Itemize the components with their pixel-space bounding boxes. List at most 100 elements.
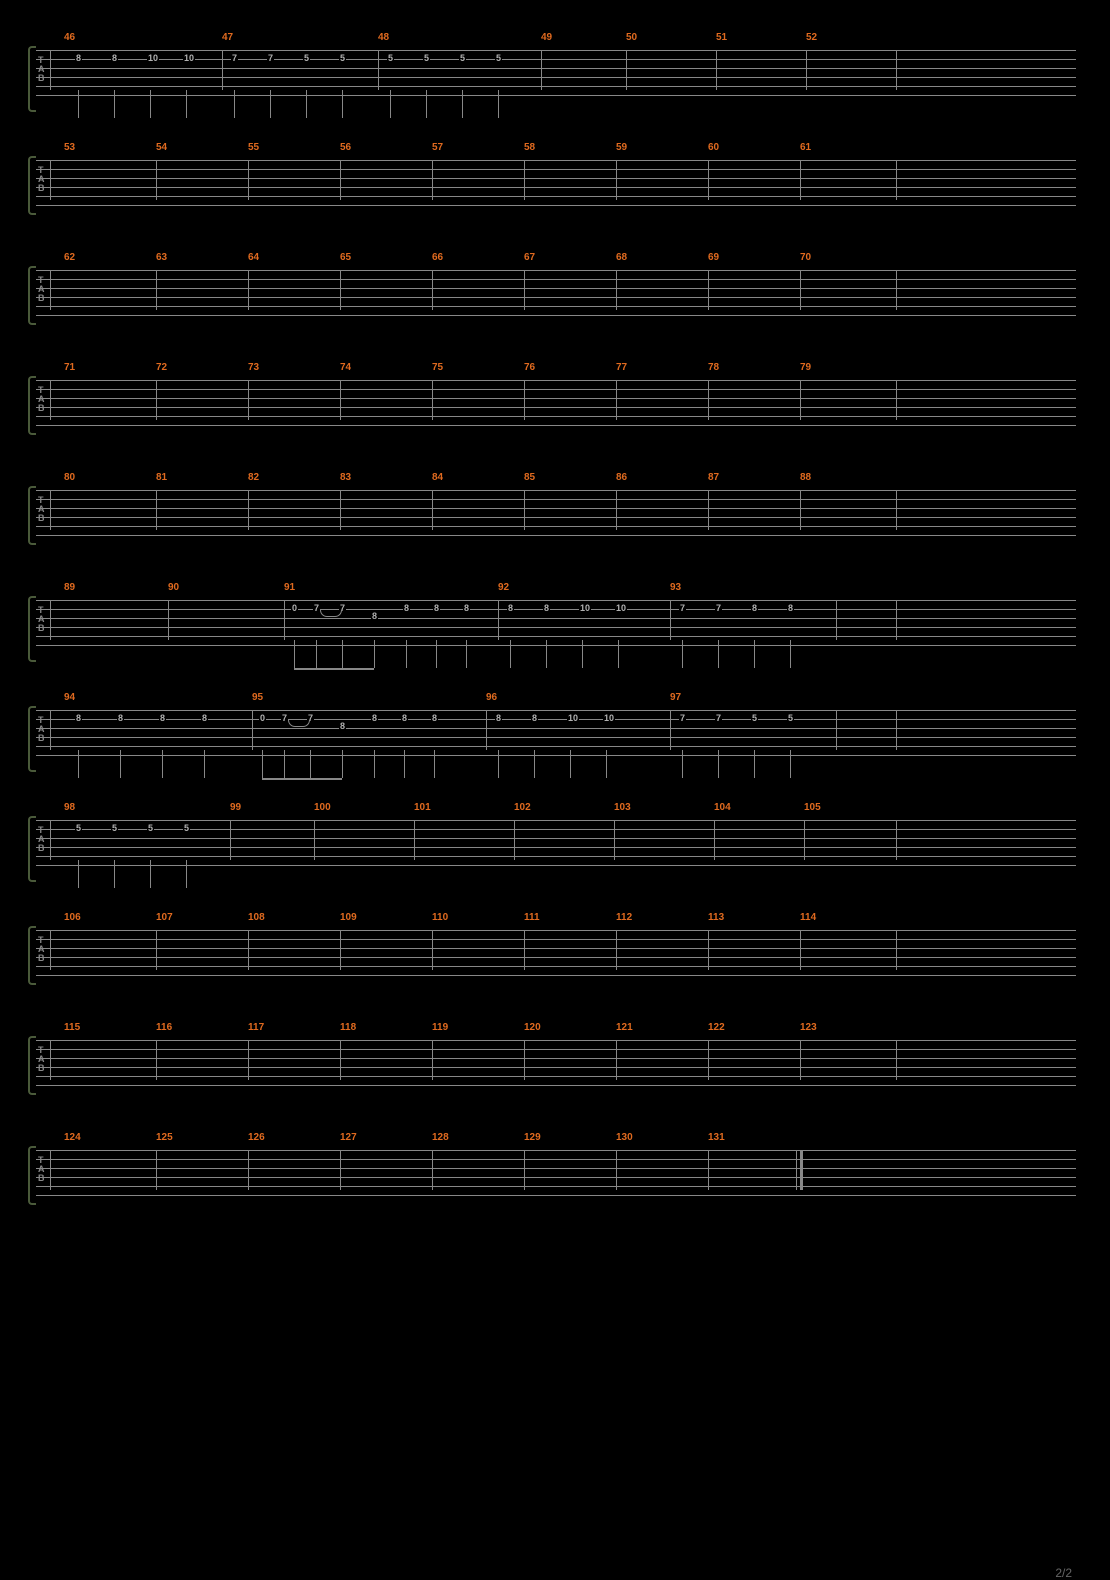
barline — [486, 710, 487, 750]
fret-number: 10 — [615, 603, 627, 613]
note-stem — [754, 750, 755, 778]
tab-clef-label: TAB — [38, 716, 45, 743]
measure-number: 110 — [432, 912, 448, 923]
measure-number: 114 — [800, 912, 816, 923]
note-stem — [204, 750, 205, 778]
note-stem — [606, 750, 607, 778]
fret-number: 7 — [715, 713, 722, 723]
barline — [50, 380, 51, 420]
tab-clef-label: TAB — [38, 1156, 45, 1183]
measure-number: 117 — [248, 1022, 264, 1033]
barline — [340, 1150, 341, 1190]
measure-number: 101 — [414, 802, 431, 813]
note-stem — [718, 750, 719, 778]
barline — [432, 1040, 433, 1080]
fret-number: 5 — [423, 53, 430, 63]
fret-number: 8 — [111, 53, 118, 63]
fret-number: 7 — [679, 603, 686, 613]
tab-clef-label: TAB — [38, 166, 45, 193]
barline — [230, 820, 231, 860]
system-bracket-icon — [28, 926, 36, 985]
barline — [252, 710, 253, 750]
measure-number: 69 — [708, 252, 719, 263]
barline — [340, 1040, 341, 1080]
barline — [708, 490, 709, 530]
barline — [156, 930, 157, 970]
measure-number: 77 — [616, 362, 627, 373]
measure-number: 80 — [64, 472, 75, 483]
note-stem — [270, 90, 271, 118]
fret-number: 5 — [111, 823, 118, 833]
fret-number: 5 — [303, 53, 310, 63]
tab-system: TAB106107108109110111112113114 — [36, 914, 1076, 996]
note-stem — [342, 750, 343, 778]
barline — [800, 930, 801, 970]
note-stem — [374, 750, 375, 778]
note-stem — [436, 640, 437, 668]
final-barline-icon — [800, 1150, 802, 1190]
staff-lines — [36, 600, 1076, 646]
barline — [50, 820, 51, 860]
fret-number: 5 — [387, 53, 394, 63]
system-bracket-icon — [28, 46, 36, 112]
barline — [896, 710, 897, 750]
fret-number: 8 — [75, 713, 82, 723]
barline — [800, 160, 801, 200]
staff-lines — [36, 490, 1076, 536]
measure-number: 118 — [340, 1022, 356, 1033]
note-stem — [78, 90, 79, 118]
barline — [156, 1150, 157, 1190]
fret-number: 10 — [183, 53, 195, 63]
measure-number: 90 — [168, 582, 179, 593]
measure-number: 115 — [64, 1022, 80, 1033]
barline — [616, 1150, 617, 1190]
barline — [340, 490, 341, 530]
fret-number: 5 — [495, 53, 502, 63]
fret-number: 8 — [543, 603, 550, 613]
barline — [614, 820, 615, 860]
measure-number: 59 — [616, 142, 627, 153]
system-bracket-icon — [28, 376, 36, 435]
fret-number: 10 — [603, 713, 615, 723]
tab-system: TAB717273747576777879 — [36, 364, 1076, 446]
barline — [524, 160, 525, 200]
note-stem — [114, 90, 115, 118]
barline — [896, 160, 897, 200]
tab-system: TAB899091077888892881010937788 — [36, 584, 1076, 674]
staff-lines — [36, 1150, 1076, 1196]
barline — [50, 710, 51, 750]
note-stem — [262, 750, 263, 778]
measure-number: 75 — [432, 362, 443, 373]
measure-number: 95 — [252, 692, 263, 703]
note-stem — [618, 640, 619, 668]
measure-number: 130 — [616, 1132, 633, 1143]
barline — [50, 600, 51, 640]
note-stem — [462, 90, 463, 118]
measure-number: 51 — [716, 32, 727, 43]
barline — [248, 490, 249, 530]
barline — [670, 600, 671, 640]
fret-number: 8 — [751, 603, 758, 613]
note-stem — [186, 860, 187, 888]
note-stem — [78, 750, 79, 778]
tie-icon — [288, 720, 310, 727]
fret-number: 5 — [183, 823, 190, 833]
barline — [616, 160, 617, 200]
note-stem — [682, 640, 683, 668]
barline — [248, 930, 249, 970]
measure-number: 126 — [248, 1132, 265, 1143]
barline — [708, 930, 709, 970]
measure-number: 125 — [156, 1132, 173, 1143]
measure-number: 93 — [670, 582, 681, 593]
barline — [524, 930, 525, 970]
measure-number: 86 — [616, 472, 627, 483]
fret-number: 8 — [531, 713, 538, 723]
fret-number: 5 — [147, 823, 154, 833]
barline — [616, 270, 617, 310]
barline — [340, 270, 341, 310]
note-stem — [150, 90, 151, 118]
measure-number: 98 — [64, 802, 75, 813]
tab-system: TAB535455565758596061 — [36, 144, 1076, 226]
tab-clef-label: TAB — [38, 496, 45, 523]
barline — [896, 50, 897, 90]
